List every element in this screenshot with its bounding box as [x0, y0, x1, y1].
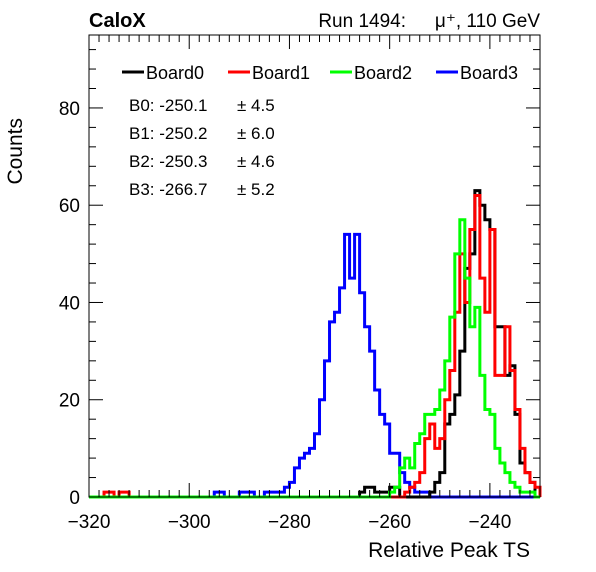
y-tick-label: 0 [69, 488, 80, 509]
x-tick-label: −260 [368, 512, 411, 533]
legend-label-board0: Board0 [146, 63, 204, 83]
x-axis-label: Relative Peak TS [368, 539, 530, 562]
stat-label: B2: -250.3 [129, 152, 207, 171]
x-tick-label: −240 [468, 512, 511, 533]
stat-label: B1: -250.2 [129, 124, 207, 143]
stat-error: ± 4.5 [237, 96, 275, 115]
x-tick-label: −320 [68, 512, 111, 533]
stat-label: B0: -250.1 [129, 96, 207, 115]
y-axis-label: Counts [4, 118, 27, 185]
y-tick-label: 40 [59, 293, 80, 314]
y-tick-label: 60 [59, 196, 80, 217]
stat-error: ± 5.2 [237, 180, 275, 199]
stat-error: ± 4.6 [237, 152, 275, 171]
axis-ticks: −320 −300 −280 −260 −240 0 20 40 60 80 [59, 35, 541, 533]
x-tick-label: −280 [268, 512, 311, 533]
stat-error: ± 6.0 [237, 124, 275, 143]
legend-label-board2: Board2 [354, 63, 412, 83]
x-tick-label: −300 [168, 512, 211, 533]
legend-label-board3: Board3 [460, 63, 518, 83]
beam-label: μ⁺, 110 GeV [435, 11, 540, 32]
run-label: Run 1494: [318, 11, 406, 32]
legend-label-board1: Board1 [252, 63, 310, 83]
y-tick-label: 20 [59, 391, 80, 412]
legend: Board0 Board1 Board2 Board3 [122, 63, 518, 83]
stats-box: B0: -250.1 ± 4.5 B1: -250.2 ± 6.0 B2: -250.3… [129, 96, 275, 199]
plot-frame [88, 34, 541, 498]
experiment-label: CaloX [89, 10, 146, 32]
stat-label: B3: -266.7 [129, 180, 207, 199]
y-tick-label: 80 [59, 99, 80, 120]
